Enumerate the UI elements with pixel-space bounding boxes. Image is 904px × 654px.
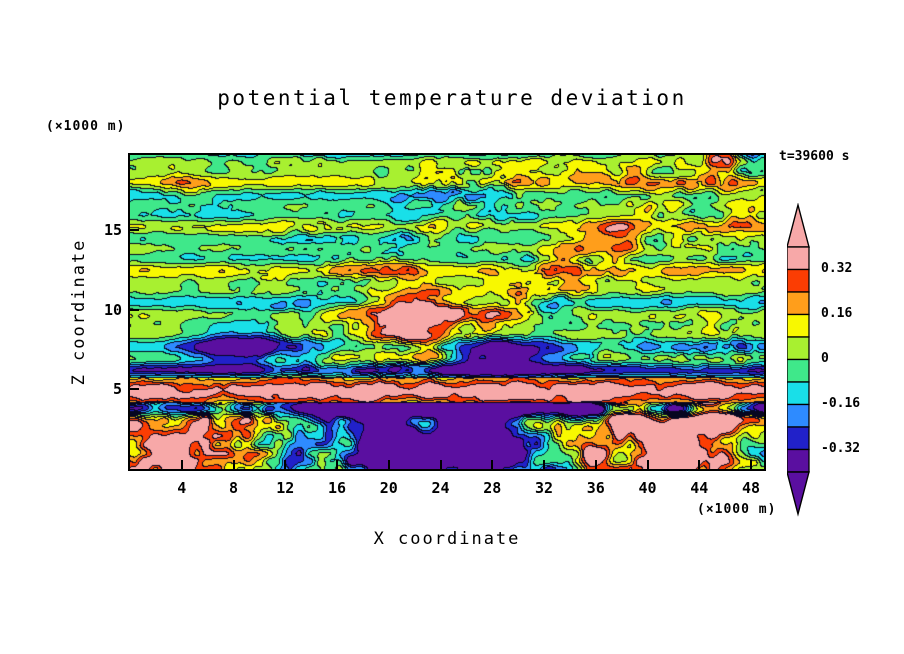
plot-frame: [128, 153, 766, 471]
x-tick-label: 36: [586, 479, 605, 497]
x-tick-label: 16: [327, 479, 347, 497]
colorbar-label: 0: [821, 350, 829, 366]
colorbar-label: -0.32: [821, 440, 861, 456]
x-tick-label: 32: [535, 479, 554, 497]
z-tick-label: 15: [103, 220, 122, 239]
z-axis-units-label: (×1000 m): [46, 119, 126, 134]
x-tick-label: 48: [742, 479, 761, 497]
x-tick-label: 8: [228, 479, 239, 497]
x-tick-label: 12: [276, 479, 295, 497]
x-tick-label: 4: [177, 479, 187, 497]
x-axis-units-label: (×1000 m): [697, 502, 777, 517]
x-axis-title: X coordinate: [373, 529, 521, 549]
x-tick-label: 20: [379, 479, 398, 497]
z-axis-title: Z coordinate: [69, 238, 89, 386]
colorbar-label: -0.16: [821, 395, 861, 411]
colorbar-label: 0.16: [821, 305, 853, 321]
x-tick-label: 28: [483, 479, 502, 497]
colorbar-glyph: [786, 202, 810, 517]
x-tick-label: 40: [638, 479, 657, 497]
colorbar-label: 0.32: [821, 260, 853, 276]
time-annotation: t=39600 s: [779, 149, 850, 164]
x-tick-label: 24: [431, 479, 450, 497]
x-tick-label: 44: [690, 479, 709, 497]
x-tick-labels: 4 8 12 16 20 24 28 32 36 40 44 48: [0, 479, 904, 499]
contour-field-canvas: [130, 155, 764, 469]
colorbar: 0.32 0.16 0 -0.16 -0.32: [786, 202, 902, 523]
plot-title: potential temperature deviation: [217, 86, 687, 110]
